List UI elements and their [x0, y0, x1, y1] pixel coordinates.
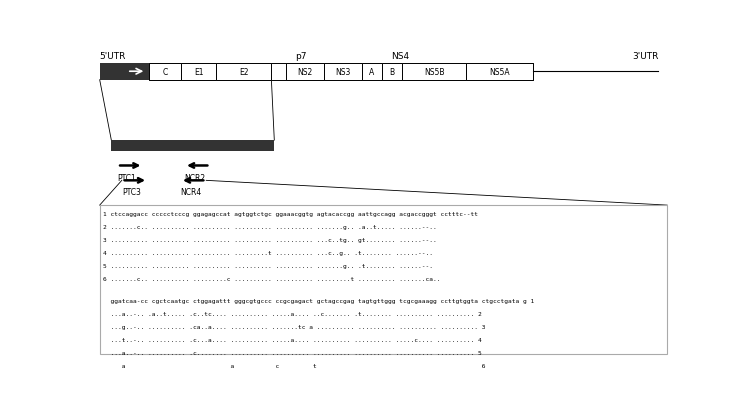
Bar: [181, 63, 216, 81]
Text: 2 .......c.. .......... .......... .......... .......... .......g.. .a..t..... .: 2 .......c.. .......... .......... .....…: [103, 224, 441, 229]
Bar: [466, 63, 533, 81]
Text: NS5B: NS5B: [424, 67, 445, 77]
Text: PTC3: PTC3: [122, 188, 140, 196]
Text: 6 .......c.. .......... .........c .......... .......... .........t .......... .: 6 .......c.. .......... .........c .....…: [103, 276, 445, 281]
Bar: [149, 63, 533, 81]
Bar: [100, 206, 667, 354]
Bar: [324, 63, 362, 81]
Text: E1: E1: [194, 67, 204, 77]
Text: A: A: [369, 67, 375, 77]
Text: NS2: NS2: [297, 67, 312, 77]
Text: NS4: NS4: [391, 51, 409, 61]
Text: NCR4: NCR4: [180, 188, 201, 196]
Text: NS5A: NS5A: [490, 67, 510, 77]
Bar: [216, 63, 271, 81]
Bar: [382, 63, 403, 81]
Text: 5 .......... .......... .......... .......... .......... .......g.. .t........ .: 5 .......... .......... .......... .....…: [103, 263, 441, 268]
Text: 4 .......... .......... .......... .........t .......... ...c..g.. .t........ ..: 4 .......... .......... .......... .....…: [103, 250, 437, 255]
Text: ggatcaa-cc cgctcaatgc ctggagattt gggcgtgccc ccgcgagact gctagccgag tagtgttggg tcg: ggatcaa-cc cgctcaatgc ctggagattt gggcgtg…: [103, 298, 535, 303]
Text: 3'UTR: 3'UTR: [632, 51, 659, 61]
Text: 5'UTR: 5'UTR: [100, 51, 126, 61]
Text: E2: E2: [239, 67, 249, 77]
Text: ...a..-.. .......... .c........ .......... .......... .......... .......... ....: ...a..-.. .......... .c........ ........…: [103, 350, 482, 355]
Bar: [111, 141, 274, 152]
Text: B: B: [390, 67, 395, 77]
Text: C: C: [162, 67, 167, 77]
Bar: [149, 63, 181, 81]
Text: NCR2: NCR2: [184, 174, 205, 183]
Text: p7: p7: [294, 51, 306, 61]
Text: ...a..-.. .a..t..... .c..tc.... .......... .....a.... ..c....... .t........ ....: ...a..-.. .a..t..... .c..tc.... ........…: [103, 311, 482, 316]
Text: a                            a           c         t                            : a a c t: [103, 363, 486, 368]
Text: NS3: NS3: [335, 67, 351, 77]
Text: 3 .......... .......... .......... .......... .......... ...c..tg.. gt........ .: 3 .......... .......... .......... .....…: [103, 237, 441, 242]
Bar: [403, 63, 466, 81]
Text: 1 ctccaggacc ccccctcccg ggagagccat agtggtctgc ggaaacggtg agtacaccgg aattgccagg a: 1 ctccaggacc ccccctcccg ggagagccat agtgg…: [103, 211, 478, 216]
Text: ...t..-.. .......... .c...a.... .......... .....a.... .......... .......... ....: ...t..-.. .......... .c...a.... ........…: [103, 337, 482, 342]
Bar: [286, 63, 324, 81]
Bar: [362, 63, 382, 81]
Text: ...g..-.. .......... .ca..a.... .......... .......tc a .......... .......... ...: ...g..-.. .......... .ca..a.... ........…: [103, 324, 486, 329]
Text: PTC1: PTC1: [117, 174, 136, 183]
Bar: [100, 63, 149, 81]
